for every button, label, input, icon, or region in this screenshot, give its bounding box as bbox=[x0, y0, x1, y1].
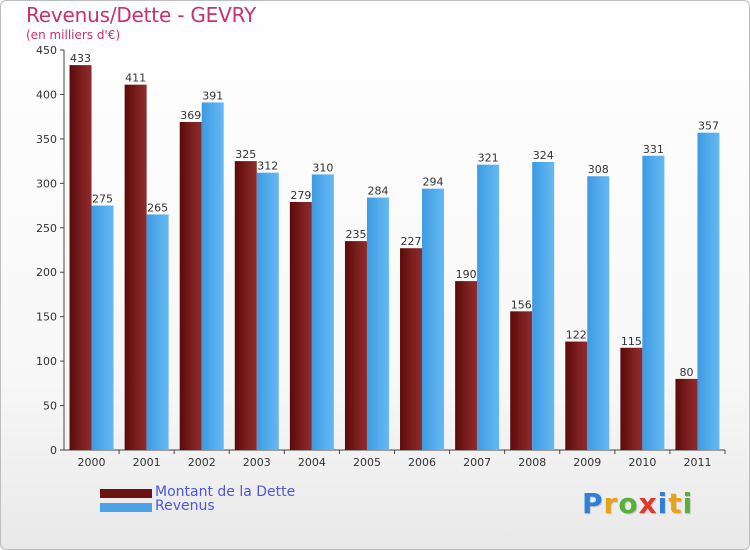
value-label-dette: 227 bbox=[401, 235, 422, 248]
y-tick-label: 0 bbox=[50, 444, 57, 457]
bar-revenus bbox=[201, 102, 224, 450]
bar-dette bbox=[565, 341, 588, 450]
value-label-dette: 433 bbox=[70, 52, 91, 65]
logo-letter: o bbox=[618, 487, 639, 520]
value-label-revenus: 265 bbox=[147, 201, 168, 214]
value-label-revenus: 308 bbox=[588, 163, 609, 176]
bar-revenus bbox=[256, 172, 279, 450]
y-tick-label: 50 bbox=[43, 400, 57, 413]
value-label-dette: 235 bbox=[345, 228, 366, 241]
value-label-dette: 80 bbox=[679, 366, 693, 379]
bar-revenus bbox=[146, 214, 169, 450]
y-tick-label: 300 bbox=[36, 177, 57, 190]
value-label-revenus: 294 bbox=[423, 176, 444, 189]
value-label-revenus: 310 bbox=[312, 161, 333, 174]
value-label-dette: 369 bbox=[180, 109, 201, 122]
x-tick-label: 2008 bbox=[518, 456, 546, 469]
logo-letter: P bbox=[582, 487, 604, 520]
bar-dette bbox=[69, 65, 92, 450]
value-label-revenus: 284 bbox=[367, 185, 388, 198]
bar-dette bbox=[124, 84, 147, 451]
y-tick-label: 200 bbox=[36, 266, 57, 279]
bar-revenus bbox=[697, 132, 720, 450]
value-label-revenus: 324 bbox=[533, 149, 554, 162]
y-tick-label: 450 bbox=[36, 44, 57, 57]
value-label-dette: 279 bbox=[290, 189, 311, 202]
x-tick-label: 2003 bbox=[243, 456, 271, 469]
legend-swatch-revenus bbox=[100, 503, 152, 512]
value-label-dette: 122 bbox=[566, 329, 587, 342]
bar-dette bbox=[400, 248, 423, 450]
logo-letter: t bbox=[668, 487, 683, 520]
bar-revenus bbox=[91, 205, 114, 450]
x-tick-label: 2001 bbox=[133, 456, 161, 469]
legend-label-dette: Montant de la Dette bbox=[155, 484, 296, 500]
bar-revenus bbox=[422, 188, 445, 450]
bars bbox=[69, 65, 720, 451]
chart-title: Revenus/Dette - GEVRY bbox=[26, 3, 257, 27]
bar-revenus bbox=[311, 174, 334, 450]
x-tick-label: 2004 bbox=[298, 456, 326, 469]
logo-letter: i bbox=[657, 487, 669, 520]
x-tick-label: 2011 bbox=[683, 456, 711, 469]
value-label-revenus: 357 bbox=[698, 120, 719, 133]
y-tick-label: 250 bbox=[36, 222, 57, 235]
logo-letter: x bbox=[638, 487, 658, 520]
bar-revenus bbox=[366, 197, 389, 450]
bar-revenus bbox=[642, 155, 665, 450]
value-label-revenus: 321 bbox=[478, 152, 499, 165]
bar-dette bbox=[510, 311, 533, 450]
value-label-dette: 115 bbox=[621, 335, 642, 348]
logo-letter: i bbox=[682, 487, 694, 520]
bar-dette bbox=[620, 347, 643, 450]
axes: 0 50 100 150 200 250 300 350 400 450 2000 2001 2002 2… bbox=[36, 44, 726, 469]
value-label-dette: 156 bbox=[511, 298, 532, 311]
bar-dette bbox=[289, 202, 312, 450]
x-tick-label: 2005 bbox=[353, 456, 381, 469]
value-label-revenus: 275 bbox=[92, 193, 113, 206]
bar-dette bbox=[179, 122, 202, 450]
value-label-dette: 325 bbox=[235, 148, 256, 161]
value-label-revenus: 312 bbox=[257, 160, 278, 173]
bar-dette bbox=[234, 161, 257, 450]
x-tick-label: 2010 bbox=[628, 456, 656, 469]
x-tick-label: 2002 bbox=[188, 456, 216, 469]
y-tick-label: 400 bbox=[36, 88, 57, 101]
legend-label-revenus: Revenus bbox=[155, 498, 215, 514]
value-label-revenus: 331 bbox=[643, 143, 664, 156]
bar-revenus bbox=[532, 162, 555, 450]
x-tick-label: 2009 bbox=[573, 456, 601, 469]
bar-revenus bbox=[587, 176, 610, 450]
bar-dette bbox=[675, 378, 698, 450]
proxiti-logo: Proxiti bbox=[582, 487, 693, 520]
y-tick-label: 350 bbox=[36, 133, 57, 146]
value-label-dette: 190 bbox=[456, 268, 477, 281]
value-label-revenus: 391 bbox=[202, 89, 223, 102]
chart-subtitle: (en milliers d'€) bbox=[26, 28, 121, 42]
bar-dette bbox=[455, 281, 478, 450]
value-label-dette: 411 bbox=[125, 72, 146, 85]
bar-dette bbox=[344, 241, 367, 450]
y-tick-label: 100 bbox=[36, 355, 57, 368]
x-tick-label: 2007 bbox=[463, 456, 491, 469]
x-tick-label: 2006 bbox=[408, 456, 436, 469]
x-tick-label: 2000 bbox=[78, 456, 106, 469]
legend-swatch-dette bbox=[100, 489, 152, 498]
y-tick-label: 150 bbox=[36, 311, 57, 324]
bar-revenus bbox=[477, 164, 500, 450]
logo-letter: r bbox=[603, 487, 619, 520]
